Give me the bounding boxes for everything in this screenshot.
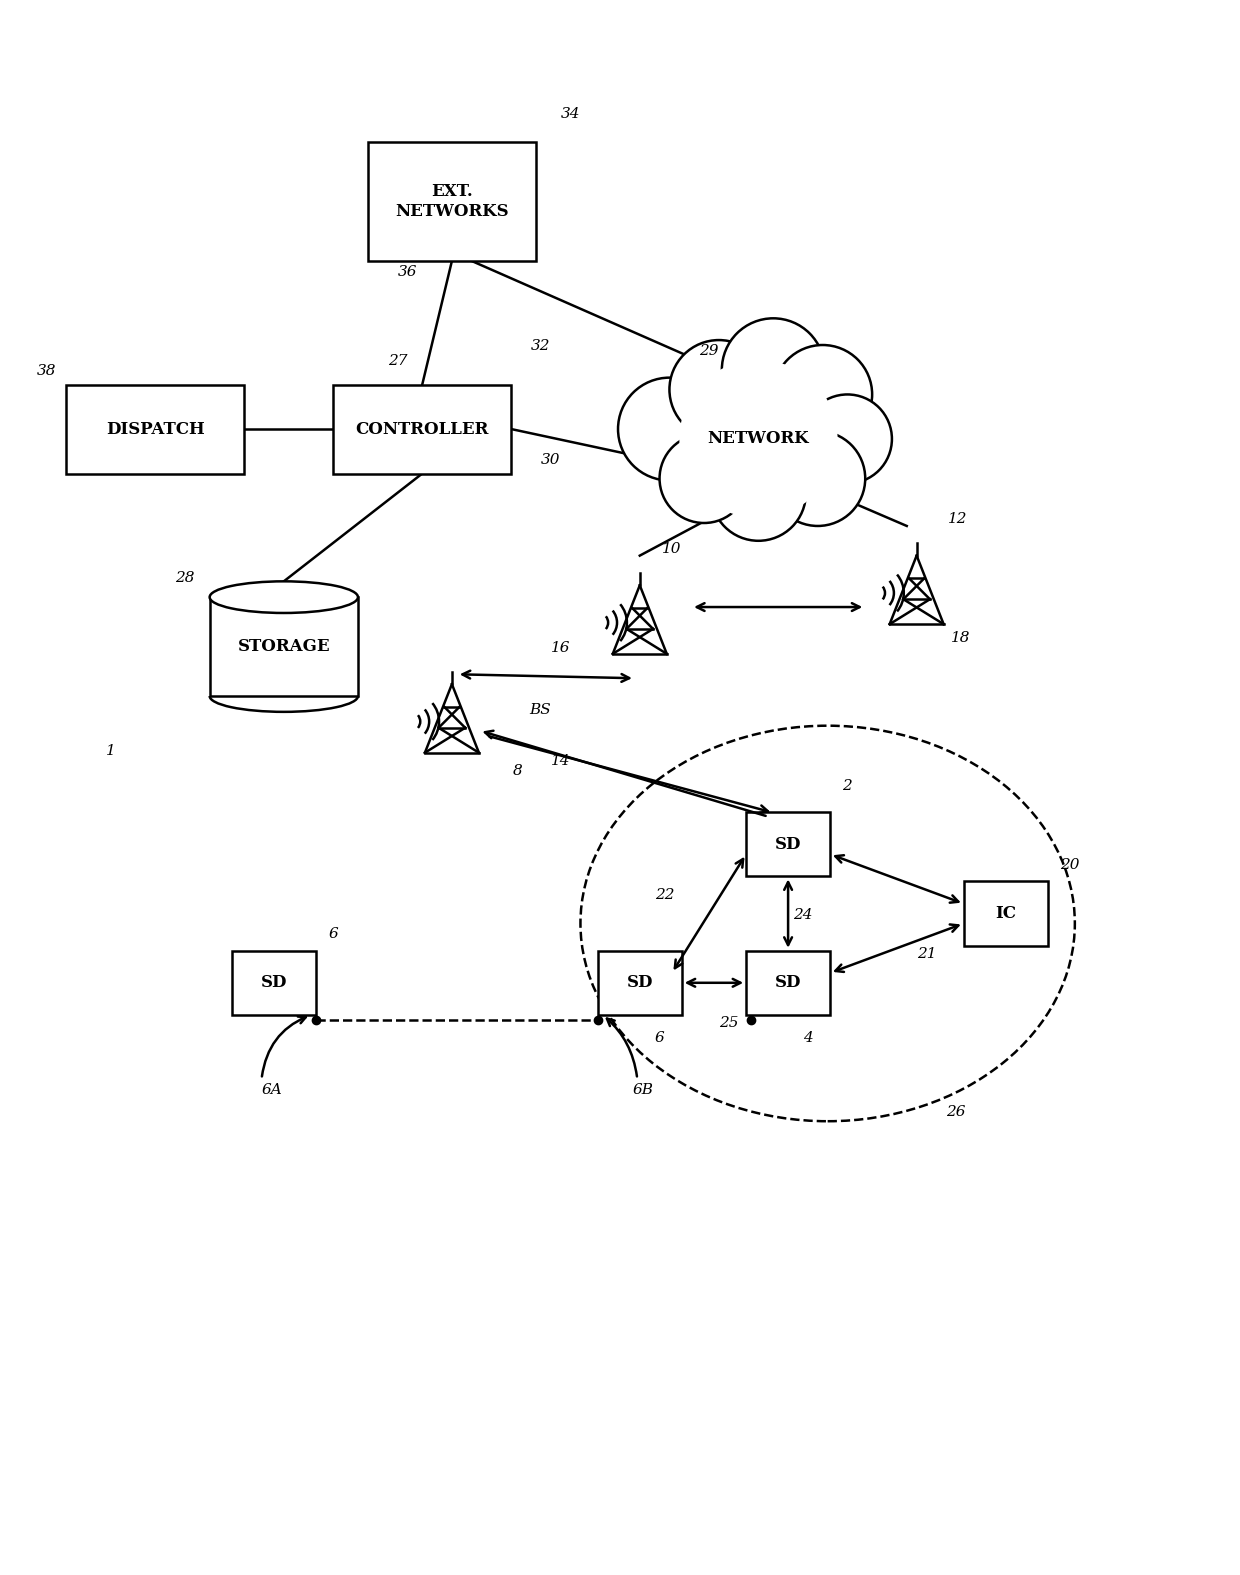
Text: 4: 4 xyxy=(804,1032,812,1046)
Text: 2: 2 xyxy=(842,780,852,792)
Circle shape xyxy=(770,432,866,526)
Text: 1: 1 xyxy=(105,745,115,759)
Text: NETWORK: NETWORK xyxy=(708,430,810,447)
Text: 32: 32 xyxy=(531,339,551,353)
Text: SD: SD xyxy=(626,975,653,991)
Text: SD: SD xyxy=(260,975,288,991)
Bar xyxy=(210,597,358,696)
Text: 24: 24 xyxy=(794,907,812,921)
Text: 6: 6 xyxy=(655,1032,665,1046)
Text: CONTROLLER: CONTROLLER xyxy=(356,421,489,438)
Text: EXT.
NETWORKS: EXT. NETWORKS xyxy=(396,183,508,221)
Ellipse shape xyxy=(210,581,358,613)
Text: IC: IC xyxy=(996,906,1016,921)
Text: 34: 34 xyxy=(560,107,580,121)
FancyBboxPatch shape xyxy=(66,384,244,474)
Text: 26: 26 xyxy=(946,1106,966,1120)
FancyBboxPatch shape xyxy=(334,384,511,474)
Text: 16: 16 xyxy=(551,641,570,655)
FancyBboxPatch shape xyxy=(963,882,1048,945)
Text: 36: 36 xyxy=(398,265,417,279)
FancyBboxPatch shape xyxy=(368,142,536,261)
Text: 28: 28 xyxy=(175,572,195,586)
FancyBboxPatch shape xyxy=(746,813,830,877)
Text: 27: 27 xyxy=(388,354,407,369)
Text: 6A: 6A xyxy=(262,1084,283,1098)
Circle shape xyxy=(618,378,720,480)
Text: 25: 25 xyxy=(719,1016,738,1030)
Text: STORAGE: STORAGE xyxy=(238,638,330,655)
Circle shape xyxy=(660,435,749,523)
Text: 12: 12 xyxy=(949,512,967,526)
Text: 30: 30 xyxy=(541,452,560,466)
Text: 8: 8 xyxy=(513,764,523,778)
Text: 20: 20 xyxy=(1060,858,1080,873)
Text: 21: 21 xyxy=(916,947,936,961)
Text: SD: SD xyxy=(775,836,801,852)
Text: SD: SD xyxy=(775,975,801,991)
FancyBboxPatch shape xyxy=(598,951,682,1014)
Text: 29: 29 xyxy=(699,343,719,358)
Text: 22: 22 xyxy=(655,888,675,902)
Circle shape xyxy=(774,345,872,444)
FancyBboxPatch shape xyxy=(746,951,830,1014)
Text: DISPATCH: DISPATCH xyxy=(105,421,205,438)
Circle shape xyxy=(722,318,825,421)
Text: 6B: 6B xyxy=(632,1084,653,1098)
Text: 38: 38 xyxy=(37,364,56,378)
Text: 14: 14 xyxy=(551,754,570,769)
Circle shape xyxy=(680,359,837,518)
Text: 18: 18 xyxy=(951,630,971,644)
Text: BS: BS xyxy=(529,702,551,717)
Circle shape xyxy=(711,446,806,540)
Circle shape xyxy=(670,340,769,439)
Circle shape xyxy=(804,394,892,484)
Text: 6: 6 xyxy=(329,928,339,942)
FancyBboxPatch shape xyxy=(232,951,316,1014)
Text: 10: 10 xyxy=(661,542,681,556)
